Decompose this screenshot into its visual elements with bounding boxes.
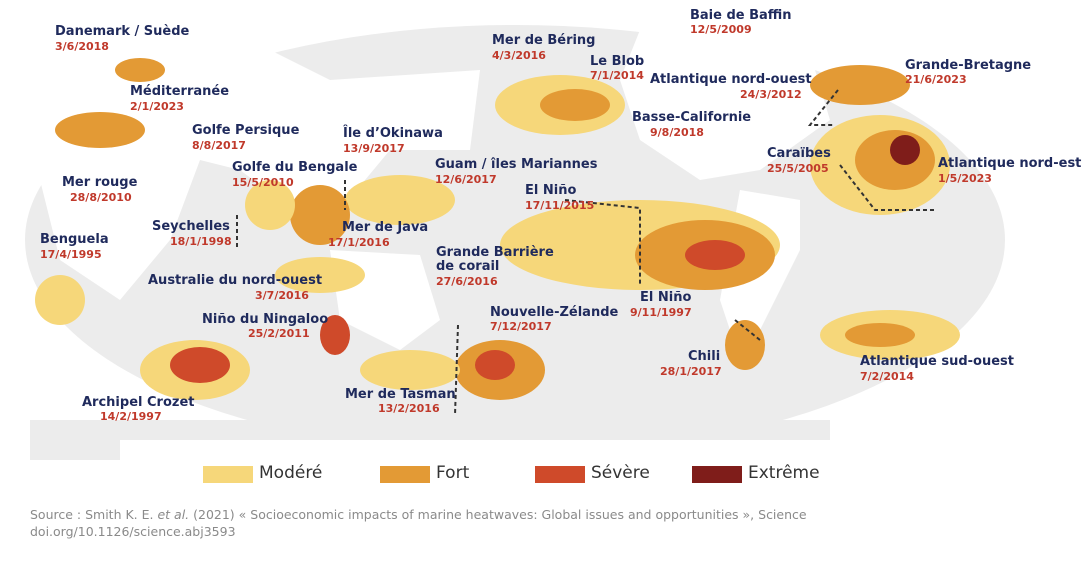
event-date: 2/1/2023 (130, 100, 184, 113)
event-name: Atlantique sud-ouest (860, 354, 1014, 369)
legend-label: Sévère (591, 463, 650, 483)
event-name: Guam / îles Mariannes (435, 157, 598, 172)
world-map (25, 25, 1005, 460)
source-rest: (2021) « Socioeconomic impacts of marine… (189, 507, 807, 522)
event-name: Benguela (40, 232, 109, 247)
event-date: 17/1/2016 (328, 236, 390, 249)
leader-lines (236, 89, 935, 416)
source-line: Source : Smith K. E. et al. (2021) « Soc… (30, 507, 807, 522)
event-name: Méditerranée (130, 84, 230, 99)
event-name: Chili (688, 349, 721, 364)
event-name: Danemark / Suède (55, 24, 190, 39)
event-name: El Niño (525, 183, 577, 198)
event-date: 17/11/2015 (525, 199, 595, 212)
event-date: 28/1/2017 (660, 365, 722, 378)
event-date: 12/5/2009 (690, 23, 752, 36)
legend-label: Fort (436, 463, 470, 483)
event-name: El Niño (640, 290, 692, 305)
event-name: Golfe du Bengale (232, 160, 358, 175)
event-name: Golfe Persique (192, 123, 300, 138)
event-date: 3/7/2016 (255, 289, 309, 302)
event-name: Mer de Béring (492, 33, 596, 48)
event-date: 7/2/2014 (860, 370, 914, 383)
event-date: 18/1/1998 (170, 235, 232, 248)
event-date: 8/8/2017 (192, 139, 246, 152)
event-date: 14/2/1997 (100, 410, 162, 423)
event-date: 3/6/2018 (55, 40, 109, 53)
event-name: Mer rouge (62, 175, 138, 190)
event-date: 28/8/2010 (70, 191, 132, 204)
event-date: 1/5/2023 (938, 172, 992, 185)
event-date: 9/11/1997 (630, 306, 692, 319)
event-name: Seychelles (152, 219, 230, 234)
event-date: 4/3/2016 (492, 49, 546, 62)
event-name: Baie de Baffin (690, 8, 792, 23)
event-date: 27/6/2016 (436, 275, 498, 288)
event-name: Mer de Tasman (345, 387, 456, 402)
source-prefix: Source : Smith K. E. (30, 507, 158, 522)
event-name: Australie du nord-ouest (148, 273, 323, 288)
event-name: Île d’Okinawa (343, 126, 443, 141)
source-italic: et al. (157, 507, 190, 522)
event-name: Grande-Bretagne (905, 58, 1032, 73)
event-date: 25/2/2011 (248, 327, 310, 340)
event-date: 13/9/2017 (343, 142, 405, 155)
event-name: Caraïbes (767, 146, 831, 161)
event-date: 7/12/2017 (490, 320, 552, 333)
event-name: Nouvelle-Zélande (490, 305, 619, 320)
legend-label: Extrême (748, 463, 820, 483)
event-name: Le Blob (590, 54, 645, 69)
event-date: 13/2/2016 (378, 402, 440, 415)
event-name: Niño du Ningaloo (202, 312, 329, 327)
source-doi: doi.org/10.1126/science.abj3593 (30, 524, 236, 539)
heatwave-zones (35, 58, 960, 400)
legend-label: Modéré (259, 463, 323, 483)
event-name: Mer de Java (342, 220, 429, 235)
event-date: 21/6/2023 (905, 73, 967, 86)
event-date: 17/4/1995 (40, 248, 102, 261)
event-name: Atlantique nord-ouest (650, 72, 812, 87)
legend-swatch (380, 466, 430, 483)
legend-swatch (535, 466, 585, 483)
event-date: 15/5/2010 (232, 176, 294, 189)
event-date: 24/3/2012 (740, 88, 802, 101)
legend-swatch (203, 466, 253, 483)
event-date: 9/8/2018 (650, 126, 704, 139)
event-date: 12/6/2017 (435, 173, 497, 186)
event-name: Archipel Crozet (82, 395, 195, 410)
event-name: Grande Barrière de corail (436, 245, 554, 275)
event-date: 7/1/2014 (590, 69, 644, 82)
legend-swatch (692, 466, 742, 483)
event-name: Basse-Californie (632, 110, 752, 125)
event-name: Atlantique nord-est (938, 156, 1082, 171)
event-date: 25/5/2005 (767, 162, 829, 175)
